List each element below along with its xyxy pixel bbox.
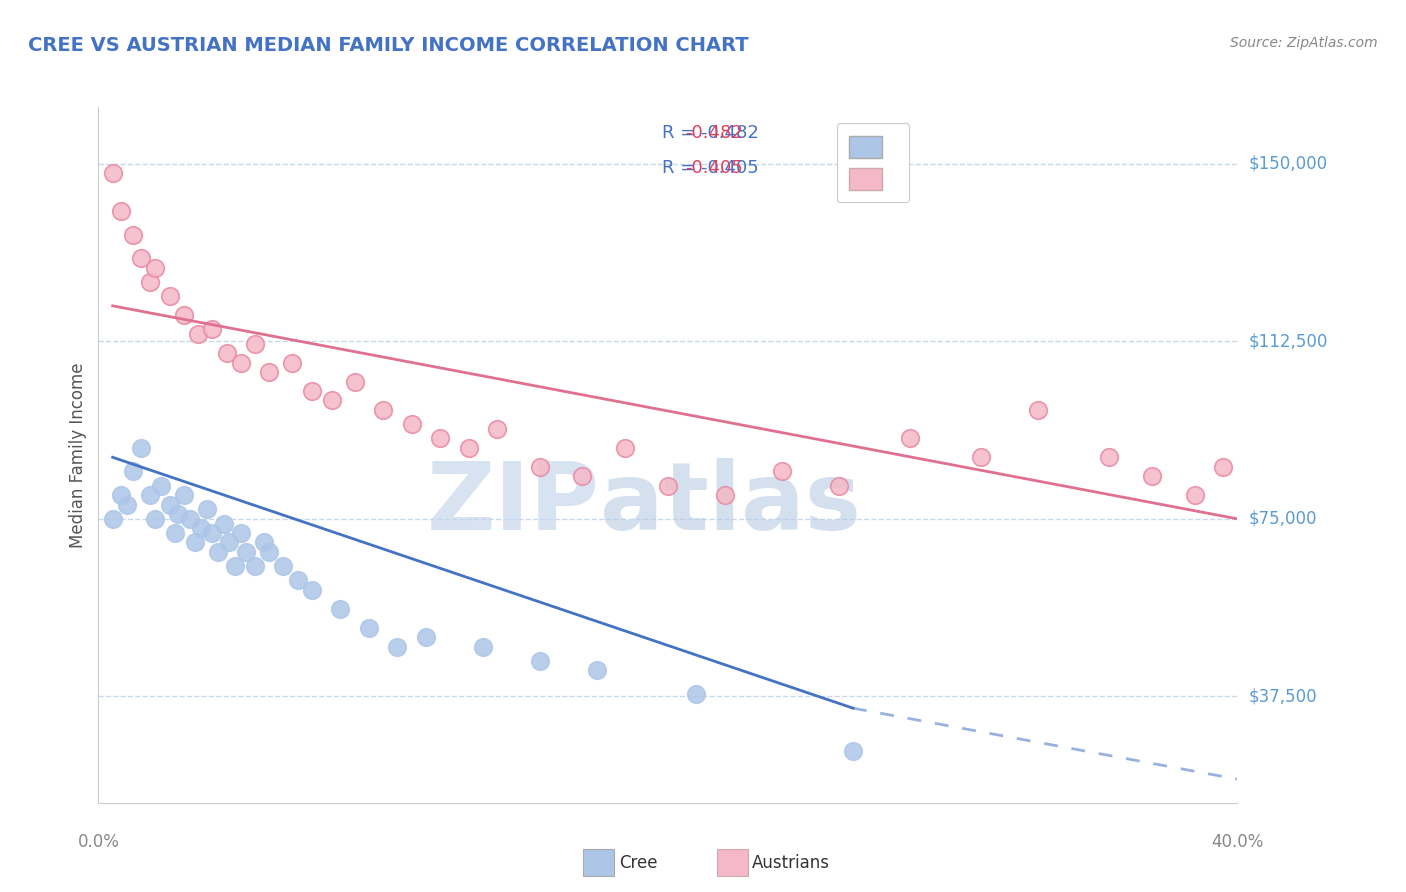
Point: [1140, 469, 1163, 483]
Point: [201, 526, 224, 541]
Point: [1212, 459, 1234, 474]
Point: [529, 654, 551, 668]
Point: [101, 166, 124, 180]
Text: R = -0.482: R = -0.482: [662, 124, 759, 142]
Point: [373, 403, 395, 417]
Point: [301, 384, 323, 398]
Point: [121, 465, 143, 479]
Point: [486, 422, 509, 436]
Point: [218, 535, 240, 549]
Point: [401, 417, 423, 432]
Point: [173, 308, 195, 322]
Point: [101, 512, 124, 526]
Text: $75,000: $75,000: [1249, 510, 1317, 528]
Point: [415, 630, 437, 644]
Text: CREE VS AUSTRIAN MEDIAN FAMILY INCOME CORRELATION CHART: CREE VS AUSTRIAN MEDIAN FAMILY INCOME CO…: [28, 36, 749, 54]
Point: [159, 498, 181, 512]
Point: [165, 526, 187, 541]
Point: [585, 663, 607, 677]
Point: [429, 431, 451, 445]
Point: [121, 227, 143, 242]
Point: [685, 687, 707, 701]
Point: [145, 512, 167, 526]
Text: 40.0%: 40.0%: [1211, 833, 1264, 851]
Point: [1098, 450, 1121, 465]
Point: [1026, 403, 1049, 417]
Point: [252, 535, 274, 549]
Point: [970, 450, 993, 465]
Point: [167, 507, 190, 521]
Point: [195, 502, 218, 516]
Point: [229, 526, 252, 541]
Text: N = 38: N = 38: [839, 124, 901, 142]
Point: [281, 356, 304, 370]
Point: [287, 574, 309, 588]
Point: [224, 559, 246, 574]
Point: [471, 640, 494, 654]
Text: ZIP: ZIP: [426, 458, 599, 549]
Point: [529, 459, 551, 474]
Point: [207, 545, 229, 559]
Point: [129, 441, 152, 455]
Point: [201, 322, 224, 336]
Point: [159, 289, 181, 303]
Point: [259, 365, 281, 379]
Point: [173, 488, 195, 502]
Text: $37,500: $37,500: [1249, 688, 1317, 706]
Point: [110, 204, 132, 219]
Point: [150, 478, 173, 492]
Point: [387, 640, 409, 654]
Point: [329, 601, 352, 615]
Point: [229, 356, 252, 370]
Point: [273, 559, 295, 574]
Point: [243, 336, 266, 351]
Point: [571, 469, 593, 483]
Point: [145, 260, 167, 275]
Point: [898, 431, 921, 445]
Text: R = -0.405: R = -0.405: [662, 159, 759, 177]
Point: [212, 516, 235, 531]
Point: [1184, 488, 1206, 502]
Point: [343, 375, 366, 389]
Point: [321, 393, 343, 408]
Point: [301, 582, 323, 597]
Point: [187, 327, 209, 342]
Text: Austrians: Austrians: [752, 854, 830, 871]
Point: [770, 465, 793, 479]
Point: [190, 521, 212, 535]
Point: [842, 744, 865, 758]
Y-axis label: Median Family Income: Median Family Income: [69, 362, 87, 548]
Text: $150,000: $150,000: [1249, 155, 1327, 173]
Point: [215, 346, 238, 360]
Point: [235, 545, 257, 559]
Point: [179, 512, 201, 526]
Point: [138, 488, 160, 502]
Point: [614, 441, 637, 455]
Text: Source: ZipAtlas.com: Source: ZipAtlas.com: [1230, 36, 1378, 50]
Point: [184, 535, 207, 549]
Point: [657, 478, 679, 492]
Text: -0.405: -0.405: [685, 159, 742, 177]
Point: [243, 559, 266, 574]
Text: N = 37: N = 37: [839, 159, 901, 177]
Point: [129, 252, 152, 266]
Point: [714, 488, 737, 502]
Point: [110, 488, 132, 502]
Point: [457, 441, 479, 455]
Point: [138, 275, 160, 289]
Text: -0.482: -0.482: [685, 124, 742, 142]
Text: $112,500: $112,500: [1249, 333, 1327, 351]
Legend:  ,  : ,: [837, 123, 910, 202]
Text: atlas: atlas: [599, 458, 860, 549]
Point: [259, 545, 281, 559]
Point: [115, 498, 138, 512]
Point: [357, 621, 380, 635]
Text: 0.0%: 0.0%: [77, 833, 120, 851]
Point: [828, 478, 851, 492]
Text: Cree: Cree: [619, 854, 657, 871]
